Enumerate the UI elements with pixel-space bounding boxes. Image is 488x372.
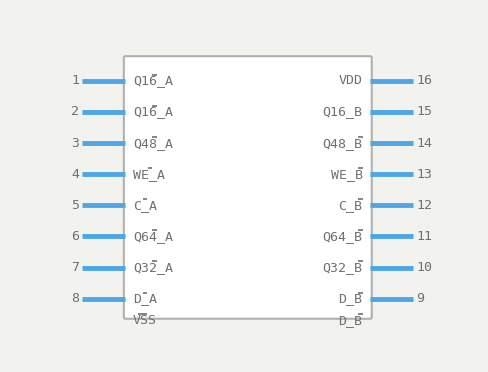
Text: 14: 14	[416, 137, 432, 150]
Text: 8: 8	[71, 292, 79, 305]
Text: 7: 7	[71, 261, 79, 274]
Text: C_A: C_A	[133, 199, 157, 212]
Text: 4: 4	[71, 168, 79, 181]
Text: 2: 2	[71, 105, 79, 118]
Text: 9: 9	[416, 292, 425, 305]
Text: Q32_A: Q32_A	[133, 261, 173, 274]
Text: 12: 12	[416, 199, 432, 212]
Text: 15: 15	[416, 105, 432, 118]
Text: Q16_B: Q16_B	[323, 105, 363, 118]
Text: 5: 5	[71, 199, 79, 212]
Text: D_A: D_A	[133, 292, 157, 305]
Text: 11: 11	[416, 230, 432, 243]
Text: VSS: VSS	[133, 314, 157, 327]
Text: D_B: D_B	[339, 292, 363, 305]
Text: Q64_A: Q64_A	[133, 230, 173, 243]
Text: Q16_A: Q16_A	[133, 105, 173, 118]
Text: WE_A: WE_A	[133, 168, 165, 181]
Text: 3: 3	[71, 137, 79, 150]
Text: 16: 16	[416, 74, 432, 87]
Text: Q32_B: Q32_B	[323, 261, 363, 274]
Text: 6: 6	[71, 230, 79, 243]
FancyBboxPatch shape	[124, 56, 372, 319]
Text: 1: 1	[71, 74, 79, 87]
Text: 13: 13	[416, 168, 432, 181]
Text: Q16_A: Q16_A	[133, 74, 173, 87]
Text: C_B: C_B	[339, 199, 363, 212]
Text: VDD: VDD	[339, 74, 363, 87]
Text: Q48_A: Q48_A	[133, 137, 173, 150]
Text: Q48_B: Q48_B	[323, 137, 363, 150]
Text: Q64_B: Q64_B	[323, 230, 363, 243]
Text: D_B: D_B	[339, 314, 363, 327]
Text: 10: 10	[416, 261, 432, 274]
Text: WE_B: WE_B	[330, 168, 363, 181]
